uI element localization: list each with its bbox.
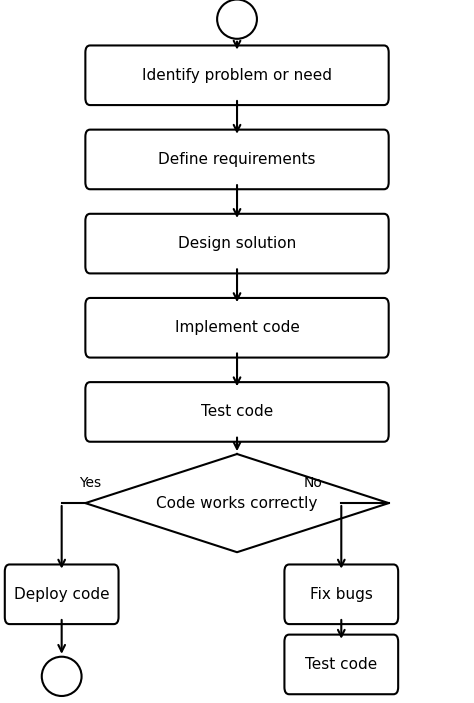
Text: Fix bugs: Fix bugs: [310, 587, 373, 602]
Text: No: No: [303, 477, 322, 491]
Text: Identify problem or need: Identify problem or need: [142, 67, 332, 83]
FancyBboxPatch shape: [5, 565, 118, 624]
Ellipse shape: [42, 657, 82, 696]
Text: Test code: Test code: [201, 404, 273, 420]
FancyBboxPatch shape: [85, 298, 389, 358]
Text: Define requirements: Define requirements: [158, 152, 316, 167]
FancyBboxPatch shape: [284, 565, 398, 624]
Text: Deploy code: Deploy code: [14, 587, 109, 602]
Ellipse shape: [217, 0, 257, 39]
Text: Implement code: Implement code: [174, 321, 300, 335]
Text: Yes: Yes: [79, 477, 101, 491]
Text: Design solution: Design solution: [178, 236, 296, 251]
FancyBboxPatch shape: [85, 129, 389, 189]
Text: Code works correctly: Code works correctly: [156, 496, 318, 510]
FancyBboxPatch shape: [85, 214, 389, 273]
FancyBboxPatch shape: [85, 46, 389, 105]
Text: Test code: Test code: [305, 657, 377, 672]
FancyBboxPatch shape: [85, 382, 389, 441]
FancyBboxPatch shape: [284, 635, 398, 695]
